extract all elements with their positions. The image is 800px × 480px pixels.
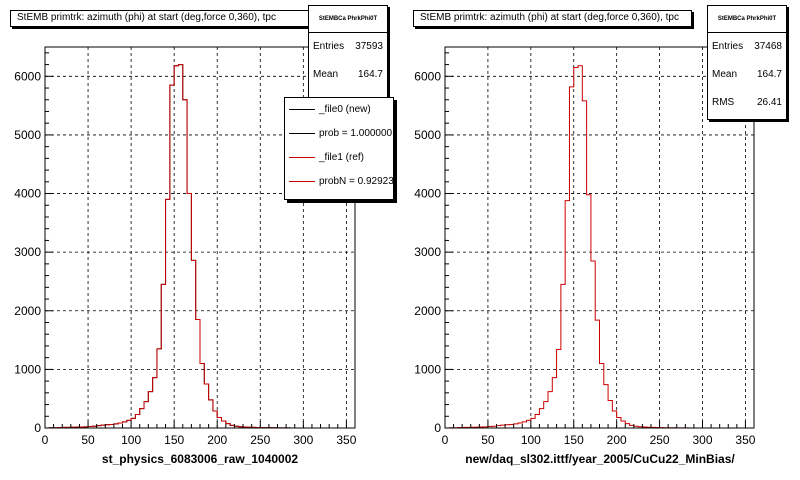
x-tick-label: 250 (250, 433, 270, 447)
x-tick-label: 300 (692, 433, 712, 447)
x-tick-label: 50 (81, 433, 95, 447)
y-tick-label: 0 (434, 421, 441, 435)
legend-line-swatch (289, 181, 315, 182)
x-tick-label: 150 (564, 433, 584, 447)
stats-entries-row: Entries 37593 (309, 33, 387, 61)
plot-area (445, 47, 754, 428)
y-tick-label: 4000 (414, 187, 441, 201)
left-histogram-pad: 0 50 100 150 200 250 300 350 0 1000 2000 3000 4000 50… (0, 0, 395, 480)
right-stats-box[interactable]: StEMBCa PhrkPhi0T Entries 37468 Mean 164… (707, 5, 787, 120)
legend-line-swatch (289, 157, 315, 158)
stats-entries-label: Entries (313, 41, 345, 52)
legend-label: _file1 (ref) (319, 152, 365, 163)
y-tick-label: 6000 (14, 69, 41, 83)
y-tick-label: 0 (34, 421, 41, 435)
y-tick-label: 3000 (414, 245, 441, 259)
stats-entries-label: Entries (712, 41, 744, 52)
legend-entry: prob = 1.000000 (285, 122, 393, 146)
stats-mean-label: Mean (712, 69, 738, 80)
right-histogram-title: StEMB primtrk: azimuth (phi) at start (d… (413, 10, 692, 27)
left-legend[interactable]: _file0 (new) prob = 1.000000 _file1 (ref… (284, 97, 394, 200)
left-histogram-title: StEMB primtrk: azimuth (phi) at start (d… (10, 10, 321, 27)
y-tick-label: 2000 (14, 304, 41, 318)
stats-rms-row: RMS 26.41 (708, 89, 786, 117)
legend-line-swatch (289, 109, 315, 110)
y-tick-label: 4000 (14, 187, 41, 201)
y-tick-label: 6000 (414, 69, 441, 83)
y-tick-label: 2000 (414, 304, 441, 318)
legend-label: _file0 (new) (319, 104, 371, 115)
x-tick-label: 150 (164, 433, 184, 447)
stats-entries-value: 37468 (754, 41, 782, 52)
legend-line-swatch (289, 133, 315, 134)
stats-mean-value: 164.7 (756, 69, 782, 80)
y-tick-label: 1000 (414, 362, 441, 376)
stats-name: StEMBCa PhrkPhi0T (309, 6, 387, 33)
x-tick-label: 0 (42, 433, 49, 447)
stats-entries-value: 37593 (355, 41, 383, 52)
y-tick-label: 5000 (14, 128, 41, 142)
stats-name: StEMBCa PhrkPhi0T (708, 6, 786, 33)
x-tick-label: 250 (650, 433, 670, 447)
y-tick-label: 5000 (414, 128, 441, 142)
stats-rms-label: RMS (712, 97, 735, 108)
x-tick-label: 350 (336, 433, 356, 447)
x-tick-label: 0 (442, 433, 449, 447)
x-tick-label: 200 (207, 433, 227, 447)
stats-rms-value: 26.41 (756, 97, 782, 108)
stats-mean-row: Mean 164.7 (309, 61, 387, 89)
x-tick-label: 50 (481, 433, 495, 447)
legend-entry: probN = 0.929237 (285, 170, 393, 194)
right-histogram-plot: 0 50 100 150 200 250 300 350 0 1000 2000 3000 4000 50… (414, 46, 756, 447)
legend-label: probN = 0.929237 (319, 176, 394, 187)
x-tick-label: 350 (735, 433, 755, 447)
stats-mean-label: Mean (313, 69, 339, 80)
x-tick-label: 300 (293, 433, 313, 447)
left-x-axis-label: st_physics_6083006_raw_1040002 (101, 452, 299, 466)
y-tick-label: 3000 (14, 245, 41, 259)
legend-entry: _file0 (new) (285, 98, 393, 122)
legend-label: prob = 1.000000 (319, 128, 393, 139)
right-histogram-pad: 0 50 100 150 200 250 300 350 0 1000 2000 3000 4000 50… (400, 0, 800, 480)
stats-mean-value: 164.7 (357, 69, 383, 80)
x-tick-label: 100 (121, 433, 141, 447)
stats-mean-row: Mean 164.7 (708, 61, 786, 89)
stats-entries-row: Entries 37468 (708, 33, 786, 61)
x-tick-label: 100 (521, 433, 541, 447)
x-tick-label: 200 (607, 433, 627, 447)
y-tick-label: 1000 (14, 362, 41, 376)
right-x-axis-label: new/daq_sl302.ittf/year_2005/CuCu22_MinB… (465, 452, 735, 466)
legend-entry: _file1 (ref) (285, 146, 393, 170)
